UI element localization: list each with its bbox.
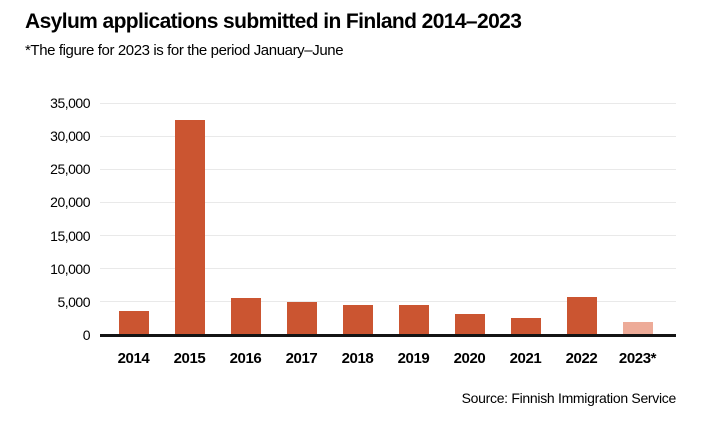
y-axis-tick-label: 25,000 — [50, 161, 90, 178]
bar-2015 — [174, 120, 205, 335]
gridline-5000 — [100, 301, 676, 303]
chart-subtitle: *The figure for 2023 is for the period J… — [25, 42, 344, 59]
gridline-35000 — [100, 102, 676, 104]
gridline-20000 — [100, 201, 676, 203]
bar-2016 — [230, 298, 261, 335]
x-axis-label-2017: 2017 — [285, 350, 318, 367]
gridline-10000 — [100, 268, 676, 270]
x-axis-label-2015: 2015 — [173, 350, 206, 367]
bar-2021 — [510, 318, 541, 335]
source-caption: Source: Finnish Immigration Service — [461, 390, 677, 406]
x-axis-label-2021: 2021 — [509, 350, 542, 367]
x-axis-label-2022: 2022 — [565, 350, 598, 367]
gridline-30000 — [100, 135, 676, 137]
x-axis-label-2014: 2014 — [117, 350, 150, 367]
x-axis-label-2018: 2018 — [341, 350, 374, 367]
y-axis-tick-label: 10,000 — [50, 260, 90, 277]
bar-2019 — [398, 305, 429, 335]
gridline-25000 — [100, 168, 676, 170]
x-axis-label-2020: 2020 — [453, 350, 486, 367]
y-axis-tick-label: 20,000 — [50, 194, 90, 211]
y-axis-tick-label: 30,000 — [50, 128, 90, 145]
bar-2023 — [622, 322, 653, 335]
y-axis-tick-label: 0 — [82, 327, 91, 343]
bar-2014 — [118, 311, 149, 335]
bar-2017 — [286, 302, 317, 335]
x-axis-label-2016: 2016 — [229, 350, 262, 367]
bar-2018 — [342, 305, 373, 335]
y-axis-tick-label: 35,000 — [50, 95, 90, 111]
y-axis-tick-label: 5,000 — [57, 293, 90, 310]
bar-2020 — [454, 314, 485, 335]
gridline-15000 — [100, 235, 676, 237]
x-axis-label-2019: 2019 — [397, 350, 430, 367]
bar-2022 — [566, 297, 597, 335]
x-axis-line — [100, 334, 676, 337]
y-axis-tick-label: 15,000 — [50, 227, 90, 244]
chart-title: Asylum applications submitted in Finland… — [25, 10, 522, 33]
x-axis-label-2023: 2023* — [618, 350, 657, 367]
